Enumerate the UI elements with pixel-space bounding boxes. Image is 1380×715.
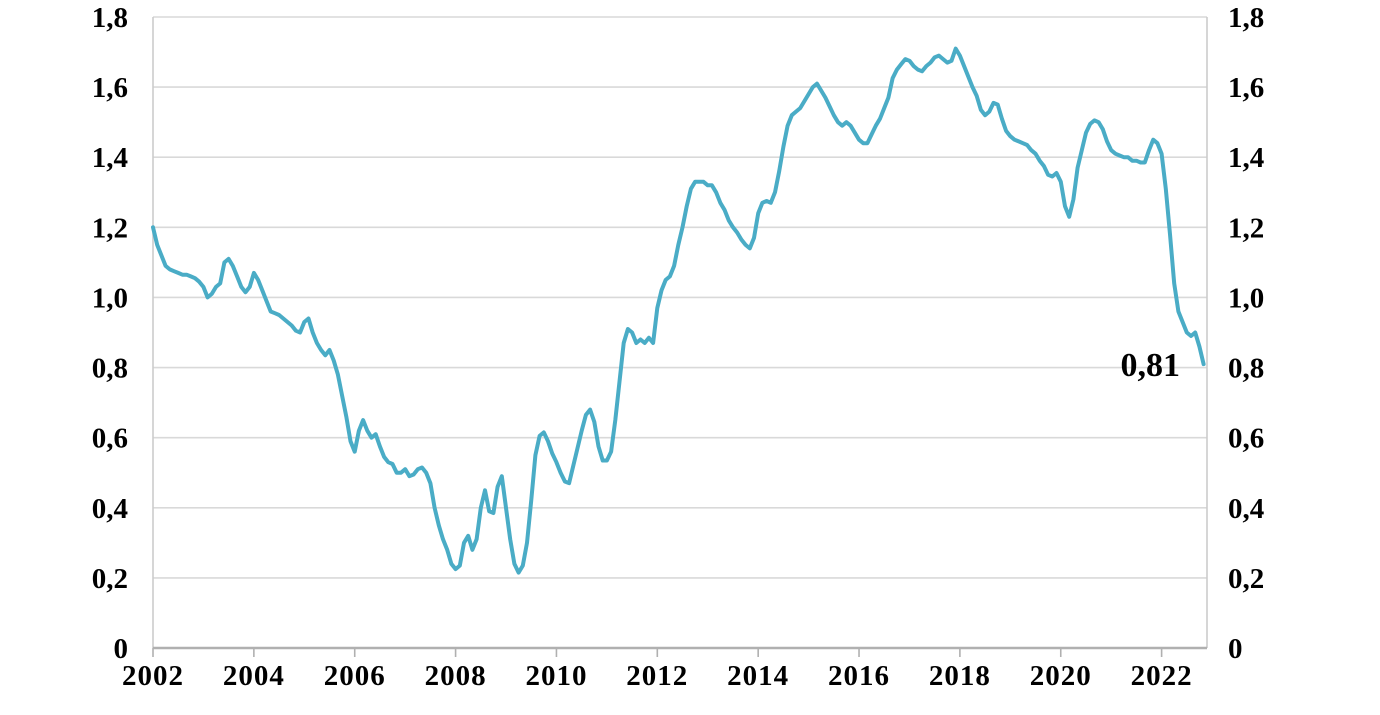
y-axis-label-right: 0 xyxy=(1228,633,1243,665)
data-series-layer xyxy=(151,46,1206,575)
y-axis-label-right: 1,0 xyxy=(1228,282,1264,314)
x-axis-label: 2014 xyxy=(727,660,789,692)
y-axis-label-left: 0,2 xyxy=(92,563,128,595)
y-axis-label-left: 1,8 xyxy=(92,2,128,34)
y-axis-label-right: 0,8 xyxy=(1228,353,1264,385)
y-axis-label-right: 0,4 xyxy=(1228,493,1264,525)
y-axis-label-right: 0,6 xyxy=(1228,423,1264,455)
x-axis-label: 2022 xyxy=(1131,660,1193,692)
last-value-data-label: 0,81 xyxy=(1121,347,1181,384)
x-axis-label: 2018 xyxy=(929,660,991,692)
x-axis-label: 2008 xyxy=(425,660,487,692)
y-axis-label-right: 0,2 xyxy=(1228,563,1264,595)
x-axis-label: 2016 xyxy=(828,660,890,692)
y-axis-label-right: 1,4 xyxy=(1228,142,1264,174)
data-series-line xyxy=(151,46,1206,575)
y-axis-label-right: 1,8 xyxy=(1228,2,1264,34)
x-axis-label: 2010 xyxy=(525,660,587,692)
gridline-layer xyxy=(153,16,1207,579)
x-axis-label: 2020 xyxy=(1030,660,1092,692)
y-axis-label-left: 0,4 xyxy=(92,493,128,525)
x-axis-label: 2012 xyxy=(626,660,688,692)
x-axis-label: 2006 xyxy=(324,660,386,692)
axis-label-layer: 0 0 0,2 0,2 0,4 0,4 0,6 0,6 0,8 0,8 1,0 1,0 1,2 1,2 1,… xyxy=(92,2,1265,692)
x-axis-label: 2004 xyxy=(223,660,285,692)
y-axis-label-right: 1,6 xyxy=(1228,72,1264,104)
y-axis-label-left: 1,6 xyxy=(92,72,128,104)
axis-layer xyxy=(152,17,1208,657)
y-axis-label-left: 1,4 xyxy=(92,142,128,174)
x-axis-label: 2002 xyxy=(122,660,184,692)
y-axis-label-left: 0,6 xyxy=(92,423,128,455)
y-axis-label-left: 0 xyxy=(114,633,129,665)
y-axis-label-right: 1,2 xyxy=(1228,212,1264,244)
y-axis-label-left: 1,2 xyxy=(92,212,128,244)
y-axis-label-left: 1,0 xyxy=(92,282,128,314)
y-axis-label-left: 0,8 xyxy=(92,353,128,385)
